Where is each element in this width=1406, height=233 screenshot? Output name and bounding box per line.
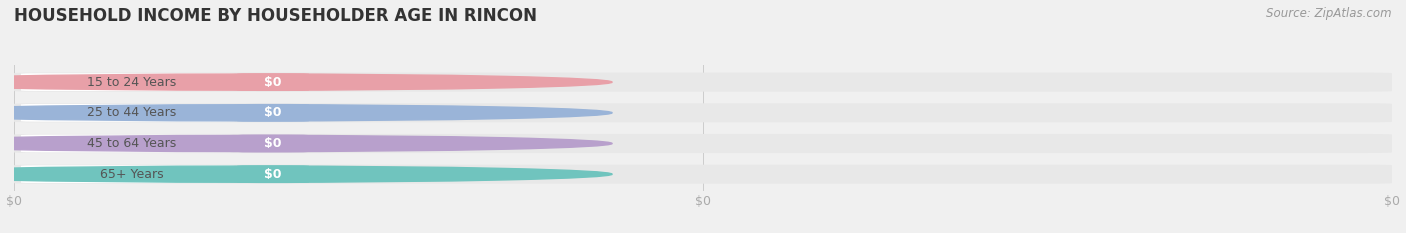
Circle shape xyxy=(0,135,612,152)
Text: $0: $0 xyxy=(264,106,281,119)
FancyBboxPatch shape xyxy=(14,165,1392,184)
FancyBboxPatch shape xyxy=(14,73,1392,92)
FancyBboxPatch shape xyxy=(238,135,309,152)
FancyBboxPatch shape xyxy=(238,104,309,122)
Text: $0: $0 xyxy=(264,137,281,150)
Text: 65+ Years: 65+ Years xyxy=(100,168,165,181)
FancyBboxPatch shape xyxy=(21,104,235,122)
Circle shape xyxy=(0,166,612,182)
FancyBboxPatch shape xyxy=(238,73,309,91)
FancyBboxPatch shape xyxy=(21,165,235,183)
FancyBboxPatch shape xyxy=(14,103,1392,122)
FancyBboxPatch shape xyxy=(21,73,235,91)
Text: 15 to 24 Years: 15 to 24 Years xyxy=(87,76,177,89)
Text: Source: ZipAtlas.com: Source: ZipAtlas.com xyxy=(1267,7,1392,20)
FancyBboxPatch shape xyxy=(238,165,309,183)
Text: HOUSEHOLD INCOME BY HOUSEHOLDER AGE IN RINCON: HOUSEHOLD INCOME BY HOUSEHOLDER AGE IN R… xyxy=(14,7,537,25)
Text: $0: $0 xyxy=(264,168,281,181)
FancyBboxPatch shape xyxy=(14,134,1392,153)
Text: 25 to 44 Years: 25 to 44 Years xyxy=(87,106,177,119)
FancyBboxPatch shape xyxy=(21,135,235,152)
Text: $0: $0 xyxy=(264,76,281,89)
Circle shape xyxy=(0,105,612,121)
Circle shape xyxy=(0,74,612,90)
Text: 45 to 64 Years: 45 to 64 Years xyxy=(87,137,177,150)
